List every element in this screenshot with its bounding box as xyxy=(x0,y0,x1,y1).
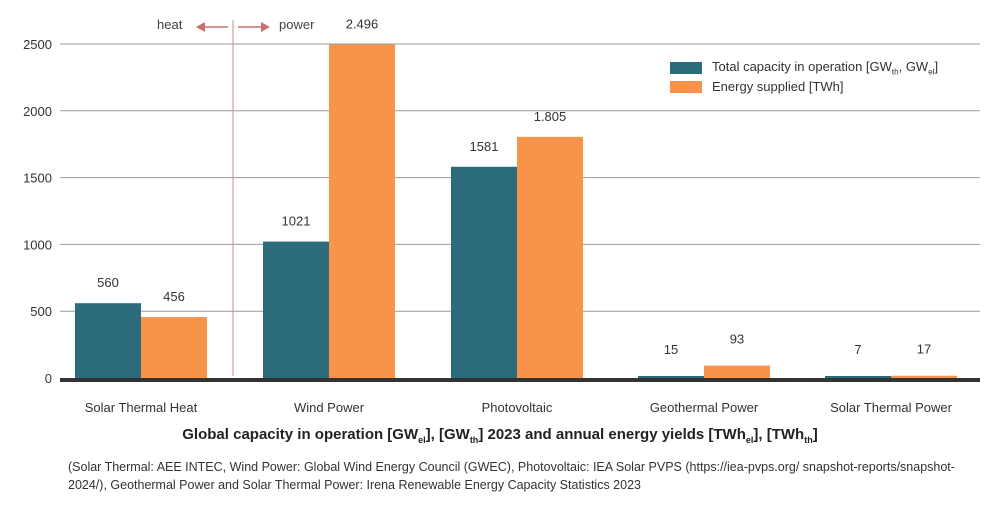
data-label: 17 xyxy=(917,342,931,357)
bar-energy xyxy=(704,365,770,378)
bar-energy xyxy=(141,317,207,378)
x-tick-label: Geothermal Power xyxy=(650,400,759,415)
heat-label: heat xyxy=(157,17,183,32)
data-label: 93 xyxy=(730,332,744,347)
legend-swatch-capacity xyxy=(670,61,702,74)
y-tick-label: 1000 xyxy=(23,237,52,252)
bar-chart: 0 500 1000 1500 2000 2500 560 1021 1581 15 7 456 2.4… xyxy=(23,17,980,415)
y-tick-label: 500 xyxy=(30,304,52,319)
legend-label-capacity: Total capacity in operation [GWth, GWel] xyxy=(712,58,939,77)
legend-label-energy: Energy supplied [TWh] xyxy=(712,79,844,94)
x-axis-title: Global capacity in operation [GWel], [GW… xyxy=(182,426,818,445)
data-label: 1581 xyxy=(470,139,499,154)
heat-arrow-icon xyxy=(196,22,205,32)
bar-energy xyxy=(329,44,395,379)
bar-capacity xyxy=(825,376,891,378)
legend: Total capacity in operation [GWth, GWel]… xyxy=(670,58,938,96)
bar-capacity xyxy=(638,375,704,378)
source-note: (Solar Thermal: AEE INTEC, Wind Power: G… xyxy=(68,460,955,492)
bar-capacity xyxy=(451,166,517,378)
data-label: 456 xyxy=(163,289,185,304)
bar-capacity xyxy=(263,241,329,378)
data-label: 1.805 xyxy=(534,109,567,124)
x-tick-label: Wind Power xyxy=(294,400,365,415)
x-tick-label: Solar Thermal Heat xyxy=(85,400,198,415)
bar-energy xyxy=(517,136,583,378)
legend-item-energy: Energy supplied [TWh] xyxy=(670,77,938,96)
data-label: 560 xyxy=(97,275,119,290)
x-tick-label: Photovoltaic xyxy=(482,400,553,415)
data-label: 15 xyxy=(664,342,678,357)
data-label: 1021 xyxy=(282,214,311,229)
power-label: power xyxy=(279,17,315,32)
data-label: 7 xyxy=(854,342,861,357)
y-tick-label: 0 xyxy=(45,371,52,386)
y-tick-label: 1500 xyxy=(23,171,52,186)
y-tick-label: 2500 xyxy=(23,37,52,52)
x-tick-label: Solar Thermal Power xyxy=(830,400,953,415)
legend-swatch-energy xyxy=(670,80,702,93)
legend-item-capacity: Total capacity in operation [GWth, GWel] xyxy=(670,58,938,77)
bar-capacity xyxy=(75,303,141,378)
x-axis-baseline xyxy=(60,378,980,382)
power-arrow-icon xyxy=(261,22,270,32)
bar-energy xyxy=(891,375,957,378)
data-label: 2.496 xyxy=(346,17,379,32)
y-tick-label: 2000 xyxy=(23,104,52,119)
